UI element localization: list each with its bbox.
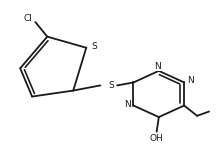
Text: N: N [187, 76, 194, 85]
Text: Cl: Cl [23, 14, 32, 23]
Text: S: S [108, 81, 114, 90]
Text: N: N [124, 100, 131, 109]
Text: N: N [154, 62, 161, 71]
Text: S: S [91, 41, 97, 51]
Text: OH: OH [150, 134, 164, 143]
